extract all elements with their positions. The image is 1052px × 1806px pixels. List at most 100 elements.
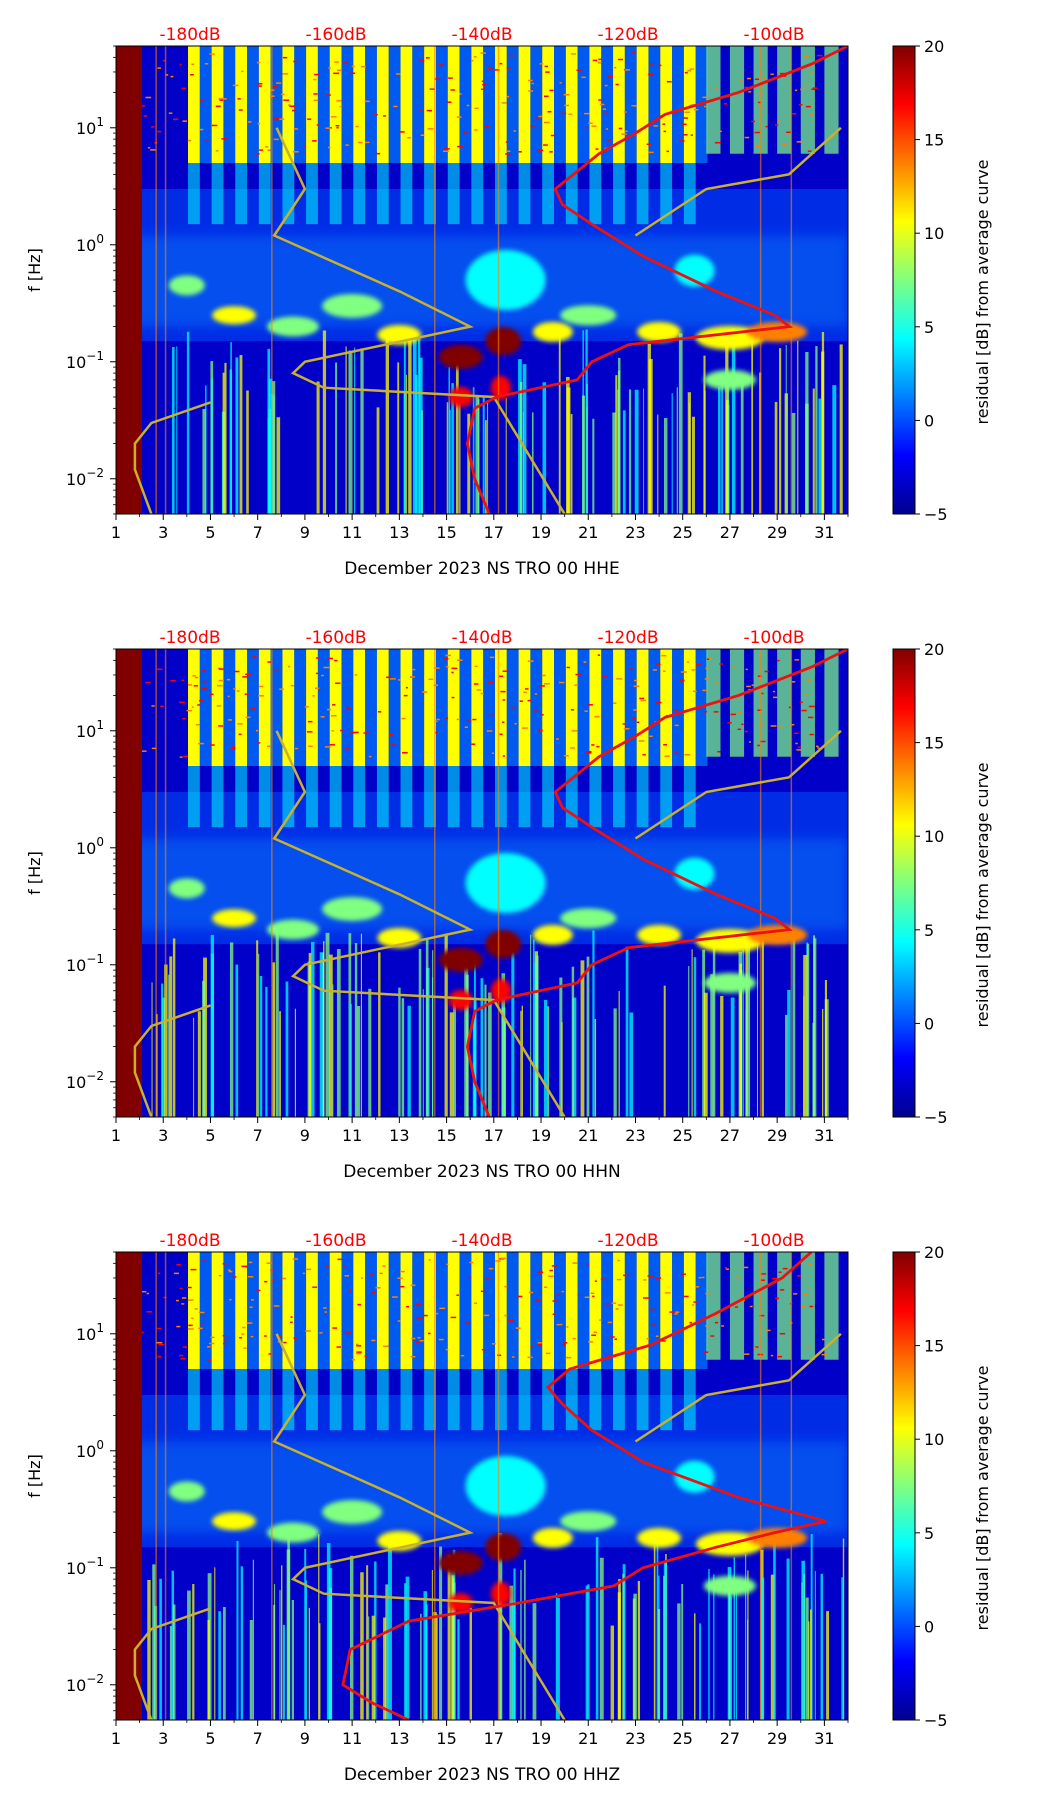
hf-stripe-tail (400, 766, 413, 828)
x-tick-label: 25 (673, 1729, 693, 1748)
speckle (265, 146, 269, 148)
speckle (282, 73, 289, 75)
speckle (428, 1259, 431, 1261)
speckle (308, 745, 313, 748)
hf-gap (270, 1252, 283, 1369)
speckle (591, 744, 595, 746)
hf-stripe-tail (282, 1369, 295, 1431)
hf-stripe (636, 649, 649, 766)
speckle (563, 1342, 568, 1344)
lf-streak (482, 395, 485, 514)
lf-streak (351, 352, 353, 514)
x-axis-label: December 2023 NS TRO 00 HHE (344, 559, 619, 579)
speckle (502, 699, 506, 701)
speckle (423, 1314, 428, 1317)
speckle (674, 1311, 680, 1313)
lf-streak (275, 930, 279, 1117)
speckle (334, 61, 339, 63)
x-tick-label: 31 (814, 1729, 834, 1748)
psd-curve (465, 649, 848, 1117)
lf-streak (702, 949, 706, 1117)
hf-stripe (613, 46, 625, 163)
speckle (179, 1287, 183, 1290)
hf-gap (483, 46, 495, 163)
speckle (556, 1323, 563, 1326)
speckle (506, 150, 511, 152)
lf-streak (385, 1584, 389, 1720)
speckle (510, 706, 516, 709)
speckle (264, 1280, 268, 1283)
speckle (594, 716, 600, 718)
x-tick-label: 17 (484, 523, 504, 542)
speckle (241, 1265, 247, 1268)
hf-stripe-tail (447, 1369, 460, 1431)
lf-streak (360, 933, 363, 1117)
speckle (570, 747, 575, 749)
speckle (607, 1321, 613, 1324)
hf-stripe-tail (376, 1369, 389, 1431)
speckle (450, 89, 456, 91)
speckle (389, 678, 396, 680)
hf-stripe-tail (494, 766, 507, 828)
speckle (182, 1346, 188, 1348)
speckle (746, 77, 752, 80)
reference-curve (272, 1333, 566, 1720)
speckle (216, 705, 222, 707)
energy-blob (747, 924, 808, 945)
speckle (141, 1290, 147, 1293)
lf-streak (444, 933, 448, 1117)
speckle (541, 674, 546, 677)
speckle (209, 744, 215, 746)
x-tick-label: 25 (673, 523, 693, 542)
speckle (287, 665, 291, 668)
db-label: -100dB (743, 1231, 804, 1251)
speckle (187, 1299, 194, 1301)
speckle (436, 718, 440, 721)
speckle (724, 1266, 727, 1269)
speckle (412, 668, 416, 671)
lf-streak (425, 939, 429, 1117)
speckle (249, 1306, 253, 1308)
speckle (815, 745, 819, 748)
speckle (583, 661, 587, 663)
colorbar: 20 15 10 5 0 −5 (892, 640, 948, 1127)
panel-hhn: -180dB -160dB -140dB -120dB -100dB 10110… (25, 628, 992, 1182)
lf-streak (223, 1607, 226, 1720)
speckle (190, 1268, 197, 1271)
speckle (396, 73, 401, 75)
speckle (199, 128, 204, 131)
speckle (451, 667, 458, 670)
hf-stripe (518, 46, 531, 163)
energy-blob (168, 1481, 205, 1502)
x-tick-label: 19 (531, 1126, 551, 1145)
speckle (143, 115, 148, 117)
speckle (690, 134, 693, 136)
speckle (686, 661, 689, 663)
y-tick-label: 100 (76, 835, 104, 858)
speckle (693, 1301, 698, 1303)
speckle (141, 750, 147, 752)
hf-gap (412, 649, 425, 766)
speckle (606, 140, 612, 142)
speckle (198, 1311, 205, 1314)
speckle (335, 682, 341, 684)
lf-streak (820, 1573, 823, 1720)
lf-streak (693, 957, 697, 1117)
speckle (528, 79, 533, 82)
lf-streak (316, 381, 320, 514)
hf-stripe-tail (235, 163, 248, 225)
speckle (550, 134, 556, 137)
speckle (704, 105, 707, 108)
speckle (734, 1306, 738, 1308)
lf-streak (532, 939, 535, 1117)
speckle (795, 742, 798, 745)
lf-streak (618, 990, 620, 1117)
speckle (591, 1334, 597, 1337)
lf-streak (628, 389, 632, 514)
hf-stripe (258, 46, 271, 163)
speckle (822, 1338, 826, 1341)
hf-stripe (565, 649, 578, 766)
speckle (549, 89, 554, 92)
colorbar-label: residual [dB] from average curve (973, 1366, 992, 1631)
